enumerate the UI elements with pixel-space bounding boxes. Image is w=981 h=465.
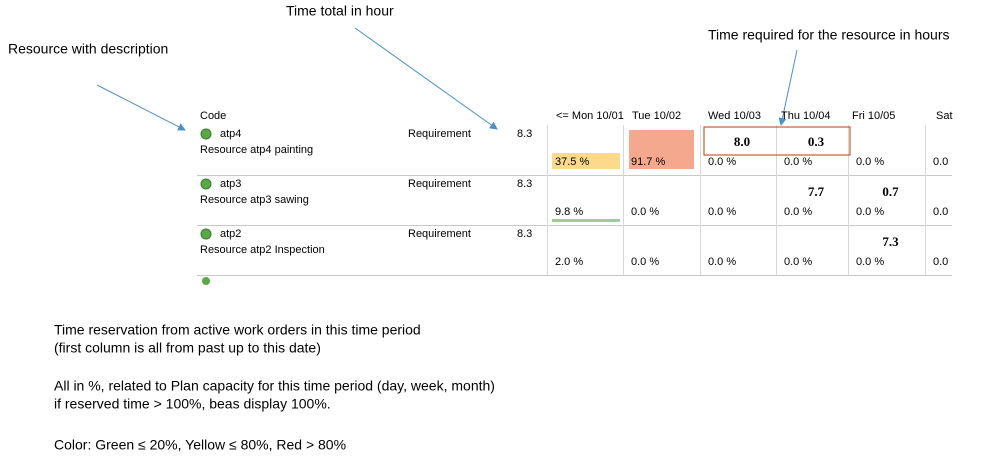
load-percent: 0.0 % xyxy=(708,156,736,168)
row-type: Requirement xyxy=(408,228,471,240)
resource-icon xyxy=(200,128,212,140)
column-header: Sat xyxy=(936,110,953,122)
load-percent: 0.0 % xyxy=(708,256,736,268)
load-indicator xyxy=(629,130,694,169)
load-percent: 91.7 % xyxy=(631,156,665,168)
notes: Time reservation from active work orders… xyxy=(54,322,495,453)
required-hours: 0.7 xyxy=(882,184,899,199)
column-header: Code xyxy=(200,110,226,122)
resource-description: Resource atp4 painting xyxy=(200,144,313,156)
resource-code: atp4 xyxy=(220,128,241,140)
column-header: <= Mon 10/01 xyxy=(556,110,624,122)
annotation: Resource with description xyxy=(8,41,168,57)
required-hours: 8.0 xyxy=(734,134,750,149)
load-percent: 0.0 % xyxy=(631,256,659,268)
load-indicator xyxy=(552,219,620,222)
required-hours: 7.7 xyxy=(808,184,825,199)
load-percent: 37.5 % xyxy=(555,156,589,168)
resource-description: Resource atp3 sawing xyxy=(200,194,309,206)
arrow xyxy=(96,84,186,131)
annotation: Time total in hour xyxy=(286,3,394,19)
note: Color: Green ≤ 20%, Yellow ≤ 80%, Red > … xyxy=(54,437,346,453)
load-percent: 0.0 % xyxy=(856,206,884,218)
load-percent: 0.0 % xyxy=(856,156,884,168)
load-percent: 0.0 % xyxy=(784,206,812,218)
cut-row-icon xyxy=(202,277,210,285)
column-header: Fri 10/05 xyxy=(852,110,895,122)
table-body: <= Mon 10/01 Tue 10/02 Wed 10/03 Thu 10/04 F… xyxy=(197,110,953,276)
load-percent: 0.0 xyxy=(933,256,948,268)
load-percent: 0.0 % xyxy=(631,206,659,218)
resource-icon xyxy=(200,178,212,190)
note: Time reservation from active work orders… xyxy=(54,322,421,338)
note: if reserved time > 100%, beas display 10… xyxy=(54,396,331,412)
load-percent: 0.0 % xyxy=(856,256,884,268)
required-hours: 7.3 xyxy=(882,234,899,249)
note: All in %, related to Plan capacity for t… xyxy=(54,378,495,394)
resource-code: atp3 xyxy=(220,178,241,190)
column-header: Wed 10/03 xyxy=(708,110,761,122)
row-total: 8.3 xyxy=(517,128,532,140)
annotation: Time required for the resource in hours xyxy=(708,27,949,43)
column-header: Thu 10/04 xyxy=(781,110,831,122)
load-percent: 0.0 % xyxy=(784,256,812,268)
resource-code: atp2 xyxy=(220,228,241,240)
row-total: 8.3 xyxy=(517,228,532,240)
row-type: Requirement xyxy=(408,178,471,190)
load-percent: 9.8 % xyxy=(555,206,583,218)
load-percent: 0.0 xyxy=(933,156,948,168)
load-indicator xyxy=(552,153,620,169)
required-hours: 0.3 xyxy=(808,134,825,149)
row-type: Requirement xyxy=(408,128,471,140)
column-header: Tue 10/02 xyxy=(632,110,681,122)
load-percent: 0.0 xyxy=(933,206,948,218)
arrow xyxy=(778,49,798,126)
highlight-box xyxy=(703,126,851,156)
arrow xyxy=(354,27,498,130)
row-total: 8.3 xyxy=(517,178,532,190)
resource-description: Resource atp2 Inspection xyxy=(200,244,325,256)
note: (first column is all from past up to thi… xyxy=(54,340,321,356)
load-percent: 0.0 % xyxy=(784,156,812,168)
resource-icon xyxy=(200,228,212,240)
load-percent: 2.0 % xyxy=(555,256,583,268)
load-percent: 0.0 % xyxy=(708,206,736,218)
